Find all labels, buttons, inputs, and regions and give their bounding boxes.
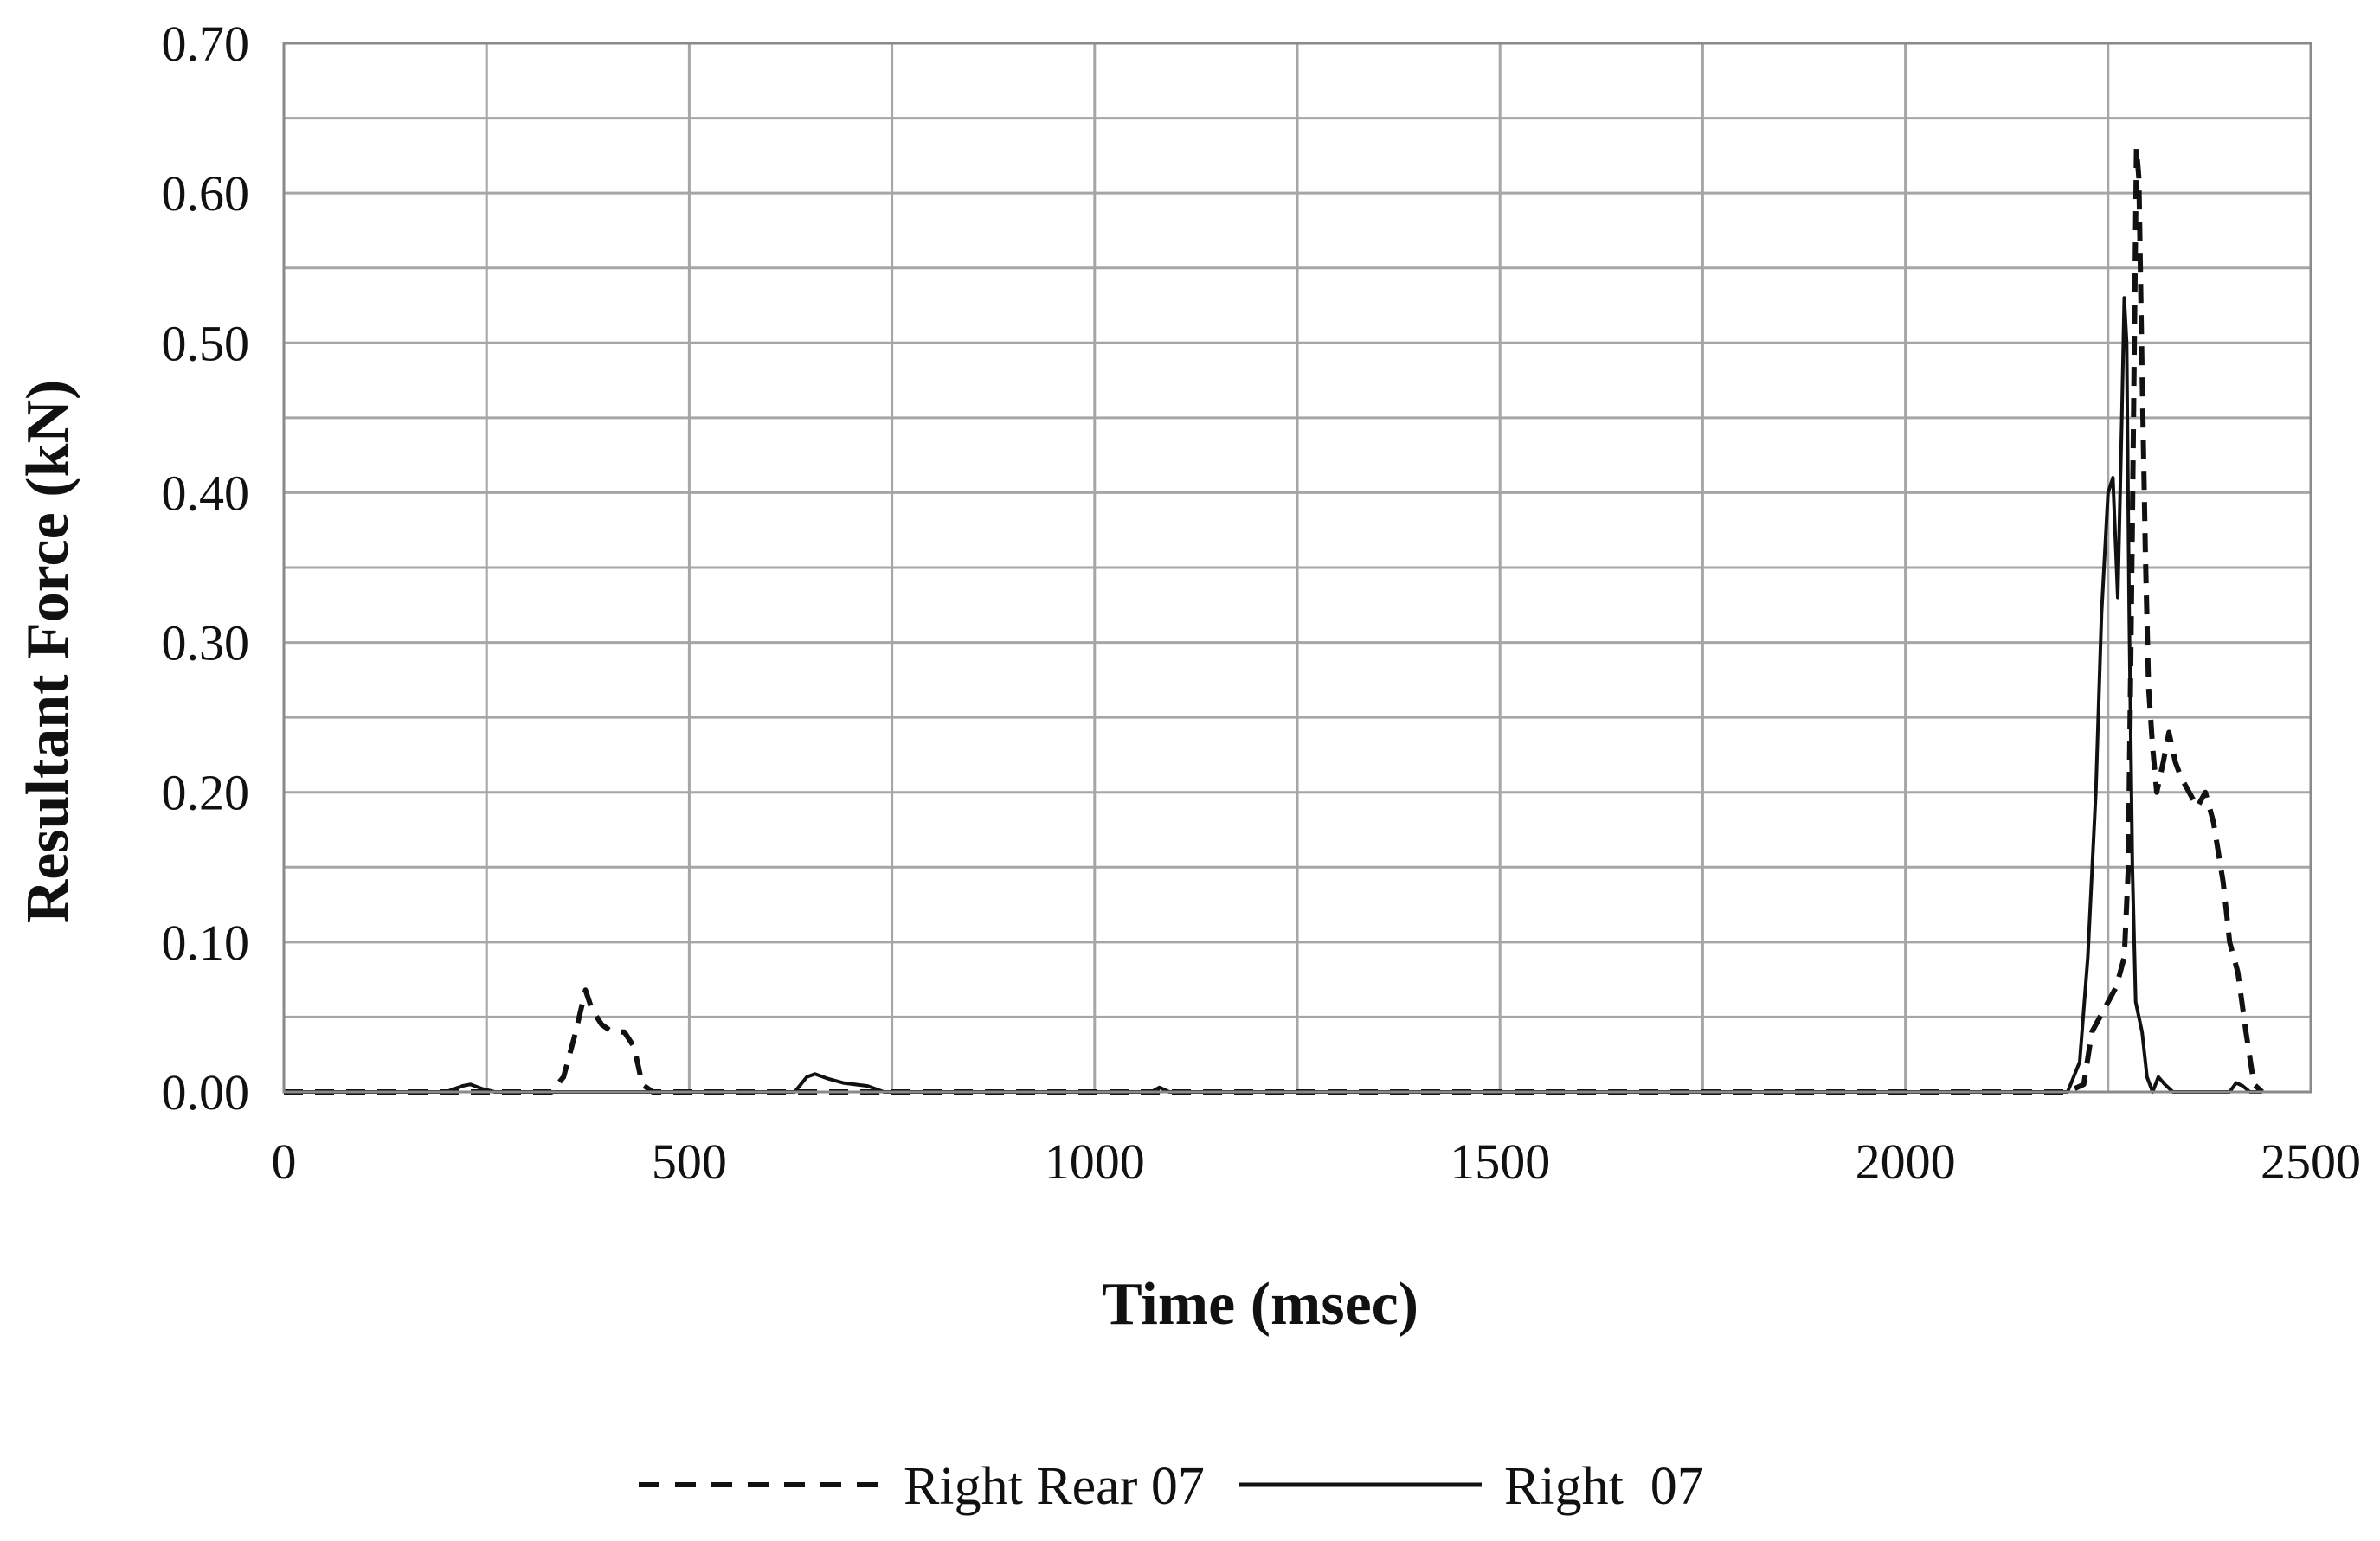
- y-tick-label: 0.00: [162, 1064, 250, 1120]
- series-line-right-07: [284, 296, 2262, 1094]
- plot-border: [282, 42, 2312, 1094]
- y-axis-title: Resultant Force (kN): [15, 380, 81, 924]
- y-tick-label: 0.20: [162, 765, 250, 821]
- x-tick-label: 0: [272, 1133, 297, 1190]
- y-tick-label: 0.70: [162, 16, 250, 72]
- y-tick-label: 0.50: [162, 315, 250, 371]
- y-tick-label: 0.40: [162, 465, 250, 521]
- x-tick-label: 2500: [2261, 1133, 2361, 1190]
- x-tick-label: 1500: [1450, 1133, 1550, 1190]
- series-layer: [284, 145, 2264, 1095]
- y-tick-label: 0.30: [162, 615, 250, 671]
- legend: Right Rear 07 Right 07: [639, 1457, 1704, 1516]
- y-tick-labels: 0.00 0.10 0.20 0.30 0.40 0.50 0.60 0.70: [162, 16, 250, 1120]
- legend-label-right-rear-07: Right Rear 07: [904, 1457, 1205, 1516]
- x-tick-label: 500: [652, 1133, 727, 1190]
- x-tick-labels: 0 500 1000 1500 2000 2500: [272, 1133, 2362, 1190]
- y-tick-label: 0.60: [162, 165, 250, 222]
- x-tick-label: 1000: [1045, 1133, 1145, 1190]
- y-tick-label: 0.10: [162, 915, 250, 971]
- x-tick-label: 2000: [1856, 1133, 1956, 1190]
- legend-label-right-07: Right 07: [1504, 1457, 1704, 1516]
- gridlines: [284, 43, 2311, 1092]
- series-line-right-rear-07: [284, 145, 2264, 1095]
- x-axis-title: Time (msec): [1102, 1271, 1418, 1338]
